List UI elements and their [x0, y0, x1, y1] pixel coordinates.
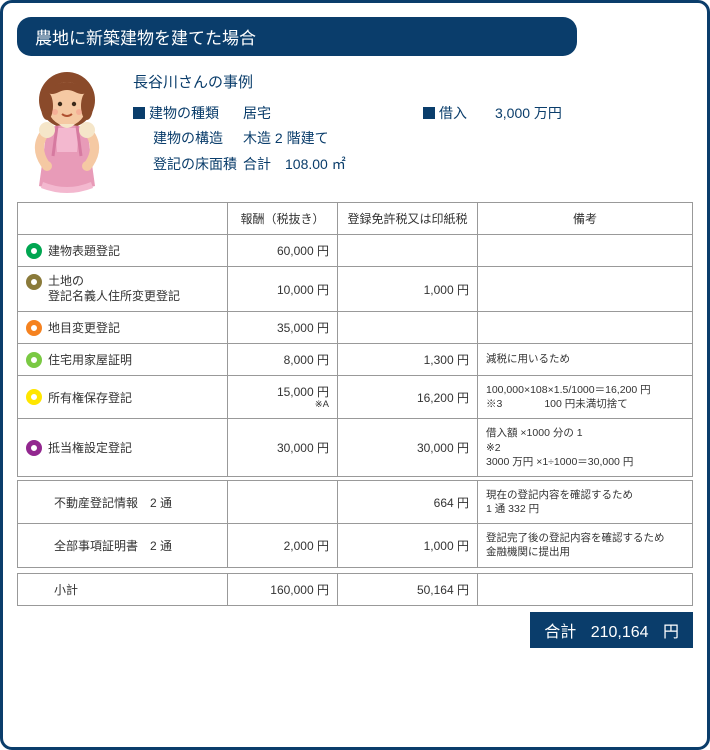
subtotal-fee: 160,000 円	[228, 573, 338, 605]
cell-remark: 100,000×108×1.5/1000＝16,200 円※3 100 円未満切…	[478, 376, 693, 419]
table-row: 所有権保存登記 15,000 円※A16,200 円100,000×108×1.5…	[18, 376, 693, 419]
ring-icon	[26, 274, 42, 290]
cell-tax: 1,000 円	[338, 524, 478, 567]
col-tax: 登録免許税又は印紙税	[338, 203, 478, 235]
bullet-icon	[423, 107, 435, 119]
row-label: 不動産登記情報 2 通	[18, 480, 228, 523]
table-row: 抵当権設定登記30,000 円30,000 円借入額 ×1000 分の 1※23…	[18, 419, 693, 477]
ring-icon	[26, 243, 42, 259]
cell-tax	[338, 235, 478, 267]
structure-value: 木造 2 階建て	[243, 127, 383, 151]
table-row: 住宅用家屋証明 8,000 円1,300 円減税に用いるため	[18, 344, 693, 376]
table-row: 全部事項証明書 2 通2,000 円1,000 円登記完了後の登記内容を確認する…	[18, 524, 693, 567]
col-fee: 報酬（税抜き）	[228, 203, 338, 235]
cell-fee: 60,000 円	[228, 235, 338, 267]
cell-remark: 借入額 ×1000 分の 1※23000 万円 ×1÷1000＝30,000 円	[478, 419, 693, 477]
avatar	[17, 66, 117, 196]
cell-fee: 2,000 円	[228, 524, 338, 567]
cell-fee: 8,000 円	[228, 344, 338, 376]
ring-icon	[26, 389, 42, 405]
cell-fee	[228, 480, 338, 523]
cell-fee: 30,000 円	[228, 419, 338, 477]
subtotal-tax: 50,164 円	[338, 573, 478, 605]
type-value: 居宅	[243, 102, 383, 126]
row-label: 地目変更登記	[48, 319, 120, 336]
ring-icon	[26, 320, 42, 336]
area-value: 合計 108.00 ㎡	[243, 153, 383, 177]
ring-icon	[26, 352, 42, 368]
cell-fee: 10,000 円	[228, 267, 338, 312]
cell-remark	[478, 235, 693, 267]
bullet-icon	[133, 107, 145, 119]
cell-tax: 1,000 円	[338, 267, 478, 312]
row-label: 抵当権設定登記	[48, 439, 132, 456]
cell-tax	[338, 312, 478, 344]
table-row: 建物表題登記 60,000 円	[18, 235, 693, 267]
type-label: 建物の種類	[149, 105, 219, 121]
cell-remark: 減税に用いるため	[478, 344, 693, 376]
cell-remark: 登記完了後の登記内容を確認するため 金融機関に提出用	[478, 524, 693, 567]
cell-tax: 1,300 円	[338, 344, 478, 376]
total-unit: 円	[663, 624, 679, 641]
total-box: 合計 210,164 円	[530, 612, 693, 648]
cell-remark	[478, 267, 693, 312]
total-label: 合計	[544, 624, 576, 641]
case-section: 長谷川さんの事例 建物の種類 居宅 建物の構造 木造 2 階建て 登記の床面積 …	[17, 66, 693, 196]
row-label: 住宅用家屋証明	[48, 351, 132, 368]
fee-note: ※A	[236, 400, 329, 410]
case-name: 長谷川さんの事例	[133, 70, 693, 96]
ring-icon	[26, 440, 42, 456]
table-row: 不動産登記情報 2 通 664 円現在の登記内容を確認するため1 通 332 円	[18, 480, 693, 523]
cell-fee: 15,000 円※A	[228, 376, 338, 419]
loan-value: 3,000 万円	[495, 105, 562, 121]
fee-table: 報酬（税抜き） 登録免許税又は印紙税 備考 建物表題登記60,000 円土地の登…	[17, 202, 693, 606]
subtotal-label: 小計	[18, 573, 228, 605]
row-label: 全部事項証明書 2 通	[18, 524, 228, 567]
cell-tax: 664 円	[338, 480, 478, 523]
col-remark: 備考	[478, 203, 693, 235]
subtotal-row: 小計 160,000 円 50,164 円	[18, 573, 693, 605]
document-frame: 農地に新築建物を建てた場合	[0, 0, 710, 750]
cell-tax: 16,200 円	[338, 376, 478, 419]
structure-label: 建物の構造	[133, 127, 243, 151]
table-row: 地目変更登記 35,000 円	[18, 312, 693, 344]
table-header-row: 報酬（税抜き） 登録免許税又は印紙税 備考	[18, 203, 693, 235]
cell-tax: 30,000 円	[338, 419, 478, 477]
cell-remark: 現在の登記内容を確認するため1 通 332 円	[478, 480, 693, 523]
area-label: 登記の床面積	[133, 153, 243, 177]
row-label: 建物表題登記	[48, 242, 120, 259]
loan-label: 借入	[439, 105, 467, 121]
row-label: 土地の登記名義人住所変更登記	[48, 274, 180, 304]
cell-remark	[478, 312, 693, 344]
cell-fee: 35,000 円	[228, 312, 338, 344]
total-value: 210,164	[591, 624, 649, 641]
case-info: 長谷川さんの事例 建物の種類 居宅 建物の構造 木造 2 階建て 登記の床面積 …	[133, 70, 693, 177]
page-title: 農地に新築建物を建てた場合	[17, 17, 577, 56]
row-label: 所有権保存登記	[48, 389, 132, 406]
table-row: 土地の登記名義人住所変更登記 10,000 円1,000 円	[18, 267, 693, 312]
